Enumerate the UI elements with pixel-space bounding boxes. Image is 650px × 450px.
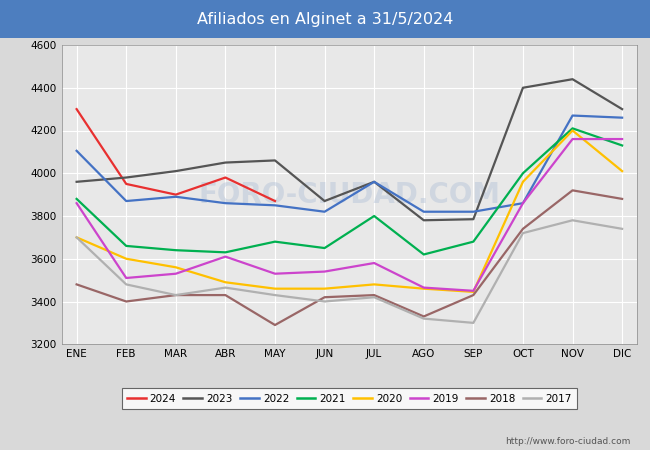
- Text: FORO-CIUDAD.COM: FORO-CIUDAD.COM: [198, 180, 500, 209]
- Legend: 2024, 2023, 2022, 2021, 2020, 2019, 2018, 2017: 2024, 2023, 2022, 2021, 2020, 2019, 2018…: [122, 388, 577, 409]
- Text: http://www.foro-ciudad.com: http://www.foro-ciudad.com: [505, 436, 630, 446]
- Text: Afiliados en Alginet a 31/5/2024: Afiliados en Alginet a 31/5/2024: [197, 12, 453, 27]
